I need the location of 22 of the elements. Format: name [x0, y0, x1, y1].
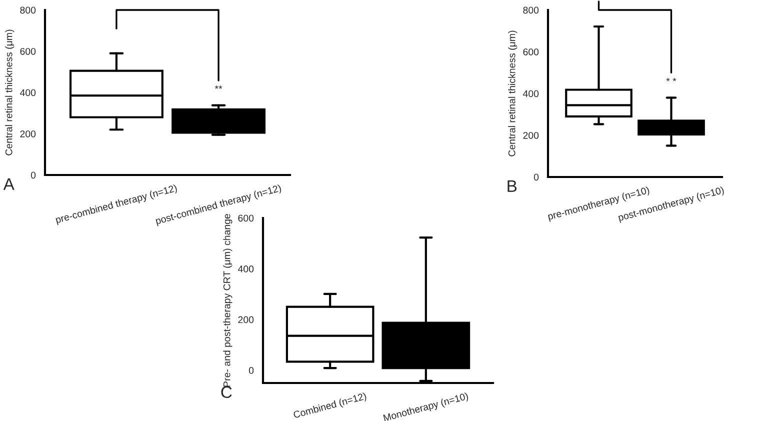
- y-axis-title: Pre- and post-therapy CRT (μm) change: [223, 214, 232, 387]
- text: C: [221, 386, 232, 398]
- y-tick-label: 600: [20, 48, 36, 55]
- y-tick-label: 0: [248, 367, 254, 374]
- y-tick-label: 800: [20, 6, 36, 14]
- annotation: **: [214, 85, 222, 89]
- y-axis-title: Central retinal thickness (μm): [5, 30, 14, 156]
- y-tick-label: 0: [534, 174, 539, 181]
- text: A: [3, 178, 14, 190]
- y-tick-label: 400: [20, 89, 36, 96]
- y-tick-label: 600: [238, 214, 254, 222]
- y-tick-label: 800: [523, 6, 539, 14]
- y-tick-label: 200: [20, 130, 36, 138]
- y-tick-label: 0: [30, 172, 36, 179]
- y-axis-title: Central retinal thickness (μm): [508, 30, 518, 156]
- y-tick-label: 400: [522, 90, 539, 98]
- annotation: * *: [666, 78, 676, 82]
- y-tick-label: 400: [238, 266, 254, 272]
- y-tick-label: 200: [238, 316, 254, 324]
- y-tick-label: 600: [523, 48, 539, 56]
- text: B: [508, 180, 517, 192]
- y-tick-label: 200: [523, 132, 539, 139]
